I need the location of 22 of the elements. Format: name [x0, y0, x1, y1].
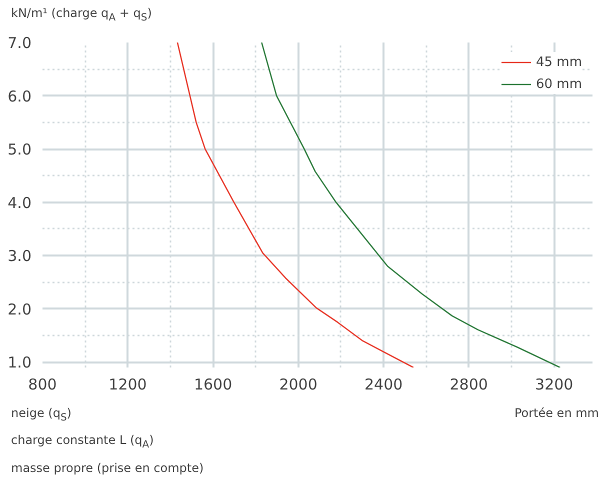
- x-tick-label: 2800: [450, 376, 488, 394]
- x-tick-label: 2000: [279, 376, 318, 394]
- x-tick-label: 3200: [535, 376, 574, 394]
- y-tick-label: 5.0: [8, 140, 32, 159]
- y-tick-label: 3.0: [8, 247, 32, 266]
- y-tick-label: 7.0: [8, 34, 32, 52]
- line-series: [176, 42, 414, 368]
- y-axis-title: kN/m¹ (charge q$_{A}$ + q$_{S}$): [11, 5, 152, 26]
- legend-label: 45 mm: [536, 54, 582, 70]
- y-tick-label: 2.0: [8, 300, 32, 318]
- x-tick-label: 1600: [194, 376, 232, 394]
- x-tick-label: 1200: [108, 376, 147, 394]
- x-tick-label: 800: [28, 376, 57, 394]
- x-tick-label: 2400: [364, 376, 403, 394]
- x-axis-title: Portée en mm: [514, 405, 599, 422]
- legend-label: 60 mm: [536, 76, 582, 92]
- y-tick-label: 1.0: [8, 354, 32, 372]
- text: charge constante L (q$_{A}$): [11, 433, 154, 451]
- text: neige (q$_{S}$): [11, 406, 72, 424]
- y-tick-label: 6.0: [8, 87, 32, 106]
- y-tick-label: 4.0: [8, 194, 32, 212]
- text: masse propre (prise en compte): [11, 460, 204, 475]
